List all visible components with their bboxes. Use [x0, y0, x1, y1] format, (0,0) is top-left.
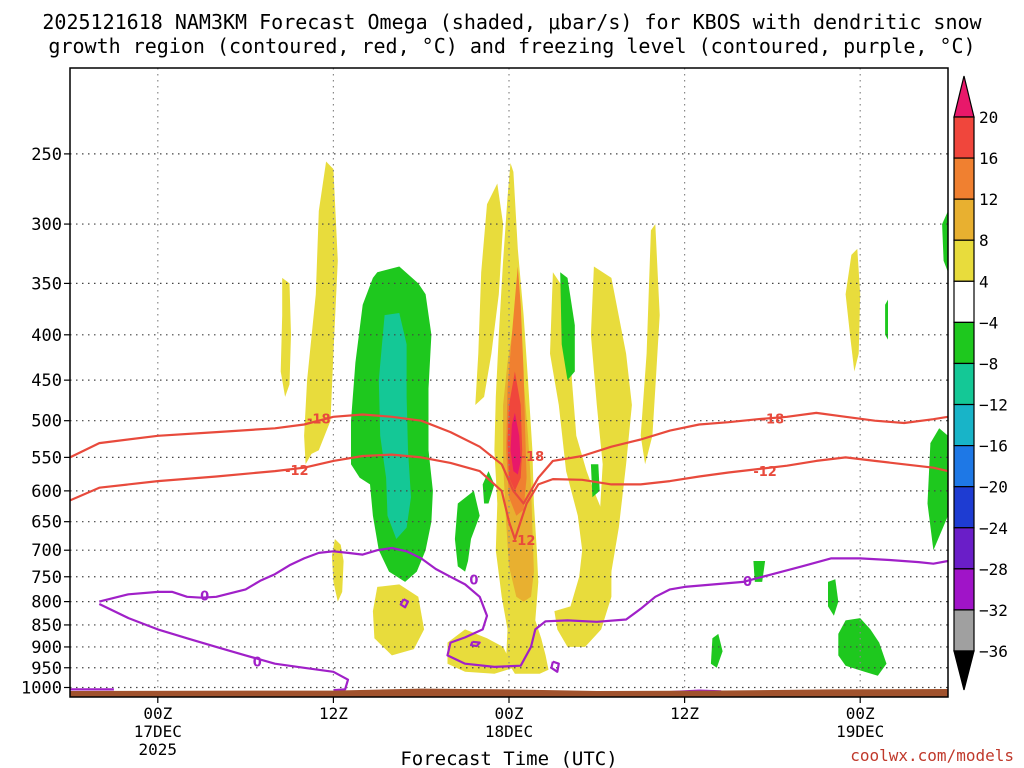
colorbar-label-9: −20 — [979, 478, 1008, 497]
terrain-surface — [70, 688, 948, 697]
x-axis-label: Forecast Time (UTC) — [400, 748, 617, 768]
contour-0-loop-a — [399, 598, 410, 609]
contour-label--12: -12 — [512, 534, 536, 549]
omega-region-updraft-small-left — [280, 277, 291, 397]
omega-region-downdraft-k — [942, 211, 948, 273]
colorbar-box-10 — [953, 527, 975, 570]
watermark: coolwx.com/models — [850, 746, 1014, 765]
colorbar-box-1 — [953, 157, 975, 200]
colorbar-label-5: −4 — [979, 313, 998, 332]
y-tick-label-450: 450 — [31, 371, 62, 391]
colorbar-box-3 — [953, 239, 975, 282]
contour-0-loop-b — [469, 640, 481, 648]
omega-region-downdraft-a — [454, 490, 480, 572]
y-tick-label-350: 350 — [31, 274, 62, 294]
omega-region-downdraft-b — [482, 471, 495, 504]
omega-region-updraft-east-upper — [304, 161, 338, 465]
y-tick-label-500: 500 — [31, 412, 62, 432]
colorbar-label-2: 12 — [979, 190, 998, 209]
x-tick-label-0: 00Z — [143, 704, 172, 723]
omega-region-updraft-core-ring-20 — [510, 412, 521, 475]
colorbar-label-10: −24 — [979, 519, 1008, 538]
colorbar-label-1: 16 — [979, 149, 998, 168]
colorbar-label-4: 4 — [979, 272, 989, 291]
x-tick-date-24: 18DEC — [485, 722, 533, 741]
omega-region-downdraft-j — [885, 299, 888, 340]
omega-region-downdraft-d — [590, 464, 600, 498]
y-tick-label-950: 950 — [31, 659, 62, 679]
omega-region-downdraft-i — [927, 428, 948, 551]
x-tick-label-24: 00Z — [495, 704, 524, 723]
y-tick-label-250: 250 — [31, 145, 62, 165]
colorbar-box-6 — [953, 362, 975, 406]
contour-label--12: -12 — [285, 464, 309, 479]
omega-region-updraft-far-east — [845, 248, 861, 372]
colorbar-box-8 — [953, 445, 975, 488]
colorbar-top-arrow — [953, 75, 975, 118]
x-tick-date-0: 17DEC — [134, 722, 182, 741]
y-tick-label-650: 650 — [31, 513, 62, 533]
omega-region-downdraft-center-inner — [378, 313, 411, 539]
y-tick-label-600: 600 — [31, 482, 62, 502]
contour-0 — [99, 546, 948, 668]
omega-region-downdraft-f — [828, 579, 839, 616]
colorbar-label-11: −28 — [979, 560, 1008, 579]
omega-region-downdraft-h — [710, 633, 723, 668]
omega-region-updraft-lowlevel-b — [372, 584, 425, 656]
contour--18 — [70, 411, 948, 505]
colorbar-box-9 — [953, 486, 975, 529]
colorbar-box-0 — [953, 116, 975, 159]
colorbar-box-2 — [953, 198, 975, 241]
colorbar-label-8: −16 — [979, 437, 1008, 456]
y-tick-label-1000: 1000 — [21, 678, 62, 698]
colorbar-box-5 — [953, 321, 975, 365]
chart-title-line-2: growth region (contoured, red, °C) and f… — [48, 34, 976, 58]
colorbar-box-12 — [953, 609, 975, 652]
contour-label-0-lower: 0 — [253, 656, 262, 671]
x-tick-label-48: 00Z — [846, 704, 875, 723]
contour-label-0: 0 — [469, 573, 478, 588]
y-tick-label-700: 700 — [31, 541, 62, 561]
y-tick-label-900: 900 — [31, 638, 62, 658]
omega-region-updraft-east-d — [640, 224, 660, 465]
contour-label-0: 0 — [200, 589, 209, 604]
omega-region-updraft-lowlevel-a — [331, 539, 344, 602]
y-tick-label-300: 300 — [31, 215, 62, 235]
y-tick-label-850: 850 — [31, 616, 62, 636]
contour-label--12: -12 — [753, 465, 777, 480]
contour--12 — [70, 453, 948, 541]
x-tick-year-0: 2025 — [139, 740, 178, 759]
colorbar-label-3: 8 — [979, 231, 989, 250]
plot-area: -18 -18 -18 -12 -12 -12 0 0 0 0 — [70, 68, 948, 697]
contour-0-lower — [98, 603, 350, 692]
colorbar-label-0: 20 — [979, 108, 998, 127]
colorbar-label-12: −32 — [979, 601, 1008, 620]
colorbar-label-6: −8 — [979, 354, 998, 373]
y-tick-label-400: 400 — [31, 326, 62, 346]
y-tick-label-550: 550 — [31, 448, 62, 468]
contour-label--18: -18 — [307, 412, 331, 427]
y-tick-label-750: 750 — [31, 568, 62, 588]
y-tick-label-800: 800 — [31, 593, 62, 613]
colorbar-box-7 — [953, 403, 975, 447]
contour-label--18: -18 — [761, 412, 785, 427]
omega-region-updraft-mid-tall — [475, 183, 504, 405]
x-tick-label-12: 12Z — [319, 704, 348, 723]
chart-title-line-1: 2025121618 NAM3KM Forecast Omega (shaded… — [42, 10, 982, 34]
contour-label--18: -18 — [521, 450, 545, 465]
contour-label-0: 0 — [743, 575, 752, 590]
colorbar-label-13: −36 — [979, 642, 1008, 661]
colorbar-label-7: −12 — [979, 396, 1008, 415]
contour-0-loop-c — [550, 660, 560, 673]
colorbar-box-11 — [953, 568, 975, 611]
omega-region-updraft-east-c — [590, 266, 632, 597]
omega-region-downdraft-mid-c — [560, 272, 575, 381]
colorbar-box-4 — [953, 280, 975, 323]
x-tick-date-48: 19DEC — [836, 722, 884, 741]
x-tick-label-36: 12Z — [670, 704, 699, 723]
colorbar-bottom-arrow — [953, 650, 975, 691]
